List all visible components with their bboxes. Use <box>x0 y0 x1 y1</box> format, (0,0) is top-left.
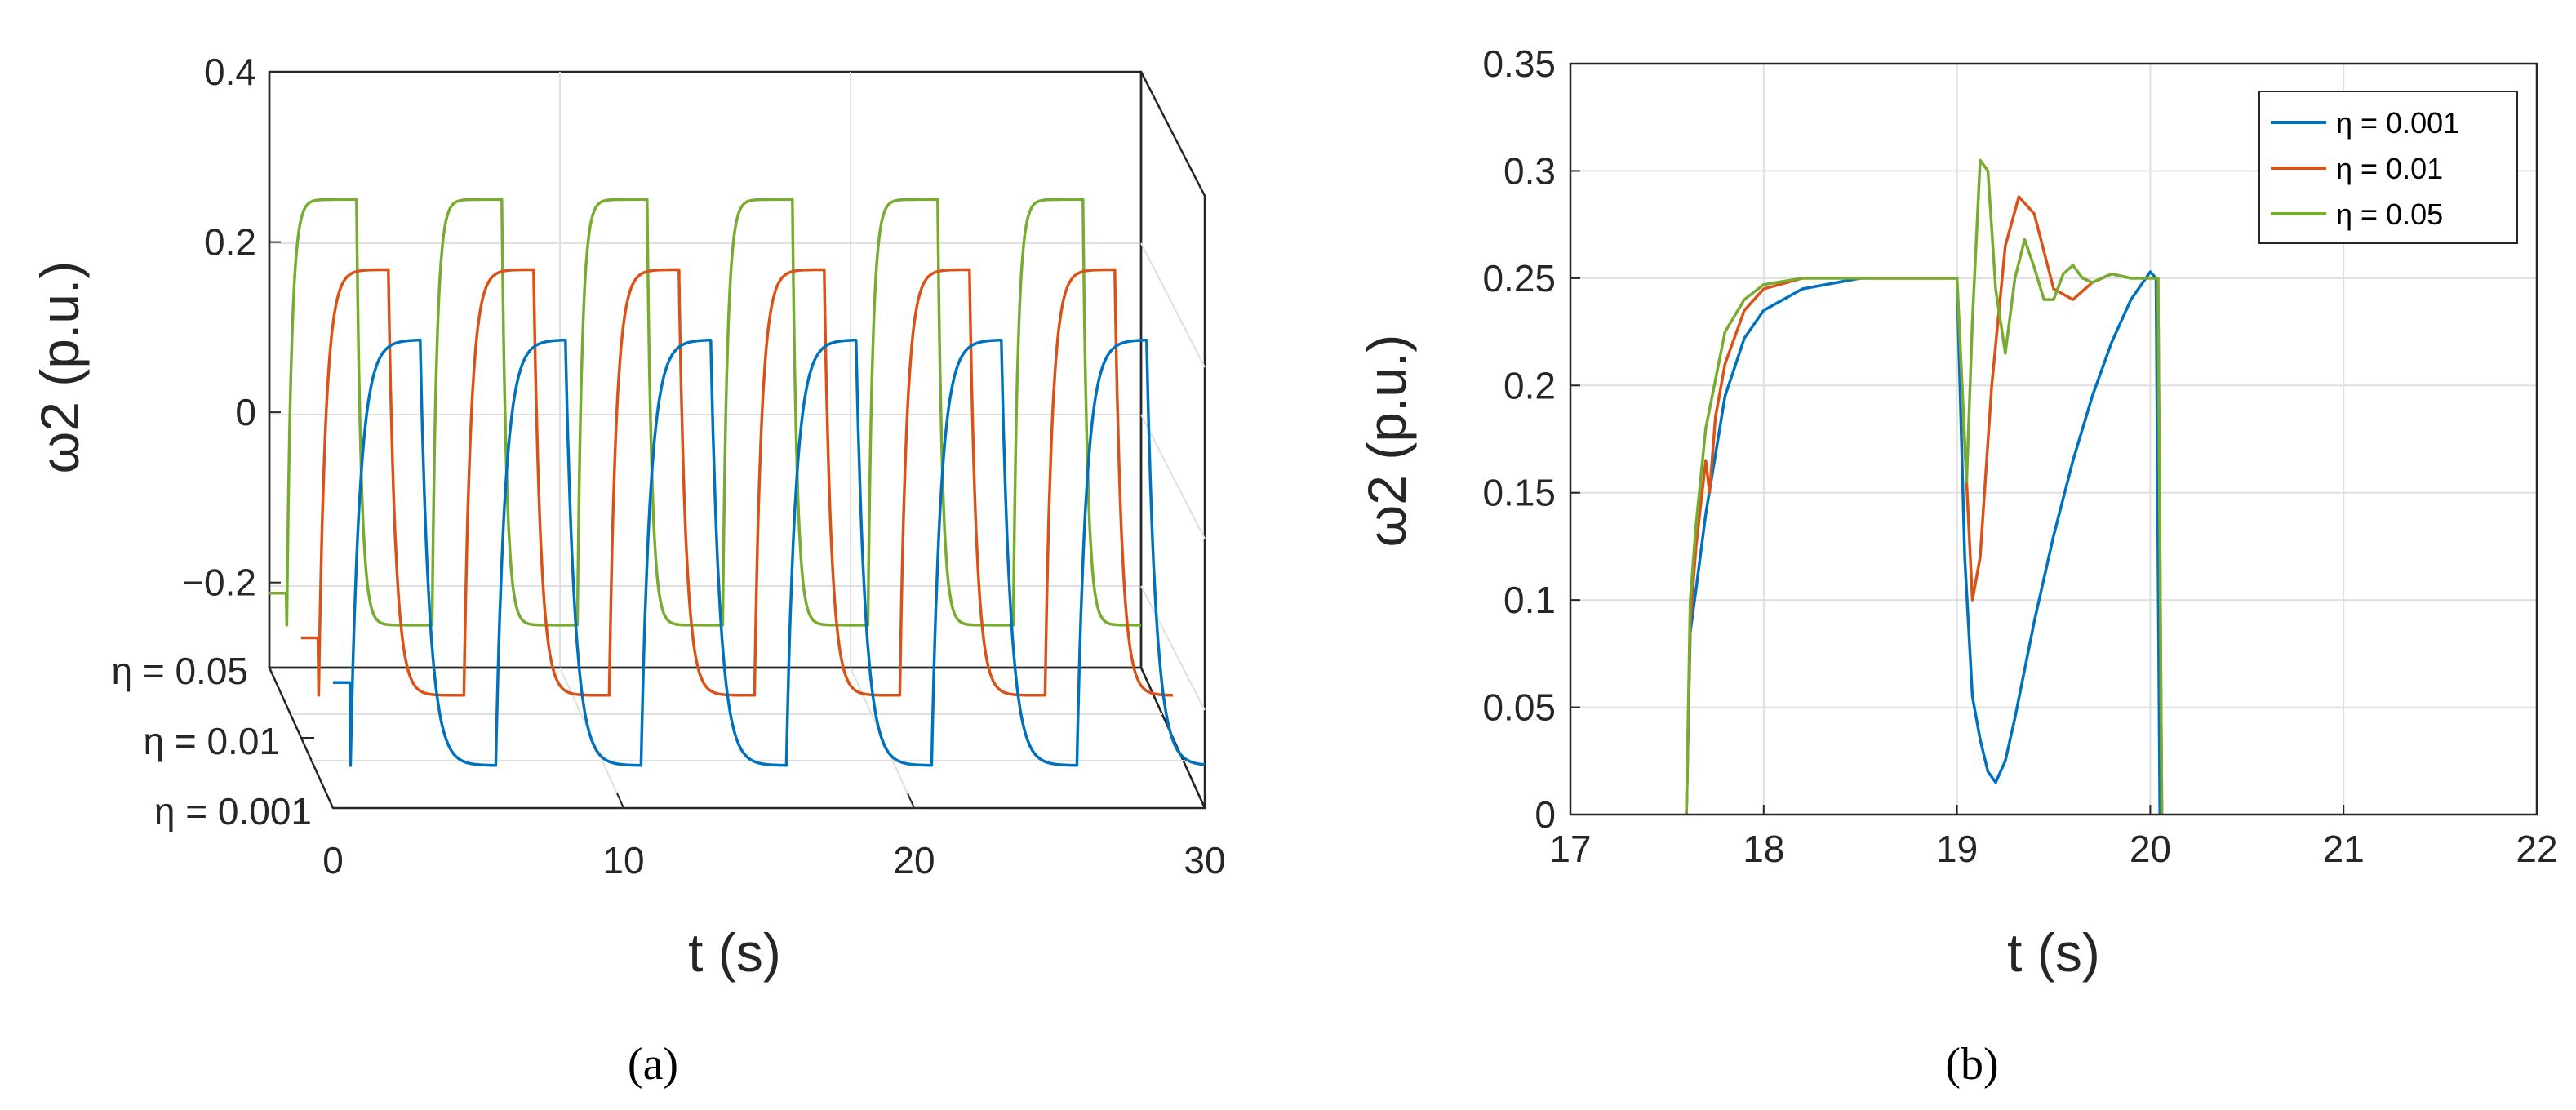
panel-b-y-tick-label: 0.2 <box>1503 364 1556 406</box>
panel-a-x-tick-mark <box>907 793 915 809</box>
panel-a-y-tick-label: η = 0.05 <box>111 650 248 692</box>
panel-a-box-frame <box>268 70 1206 810</box>
panel-b-legend-label: η = 0.05 <box>2336 198 2443 231</box>
panel-a-x-tick-mark <box>326 793 334 809</box>
panel-b-grid <box>1570 64 2537 815</box>
panel-b-series-line-3 <box>1685 158 2164 815</box>
panel-b-y-tick-label: 0.1 <box>1503 579 1556 621</box>
panel-a-x-axis-label: t (s) <box>688 922 781 983</box>
panel-b-y-tick-label: 0.25 <box>1482 257 1556 300</box>
panel-b-y-tick-label: 0.05 <box>1482 686 1556 729</box>
panel-a-x-tick-mark <box>1197 793 1206 809</box>
panel-a-ticks: −0.2 0 0.2 0.4 0 10 20 30 η = 0.05 η = 0.01 η = 0.… <box>111 51 1225 881</box>
panel-a-series-line-2 <box>300 268 1175 697</box>
panel-a-y-tick-label: η = 0.01 <box>143 720 280 762</box>
panel-a-series-group <box>268 198 1206 767</box>
panel-b-y-tick-label: 0.35 <box>1482 42 1556 85</box>
panel-b-x-axis-label: t (s) <box>2007 922 2100 983</box>
panel-b-x-tick-label: 21 <box>2323 828 2365 870</box>
panel-b-x-tick-label: 22 <box>2516 828 2557 870</box>
panel-b-legend: η = 0.001 η = 0.01 η = 0.05 <box>2258 91 2518 244</box>
panel-a-3d-chart: −0.2 0 0.2 0.4 0 10 20 30 η = 0.05 η = 0.01 η = 0.… <box>29 51 1226 1090</box>
panel-b-y-tick-label: 0.15 <box>1482 472 1556 514</box>
panel-b-y-tick-label: 0 <box>1534 793 1556 836</box>
panel-b-legend-label: η = 0.001 <box>2336 106 2459 140</box>
panel-a-y-tick-label: η = 0.001 <box>154 790 312 832</box>
panel-a-grid-line <box>1140 585 1206 711</box>
panel-b-y-tick-label: 0.3 <box>1503 149 1556 192</box>
panel-a-grid-line <box>1140 414 1206 539</box>
panel-b-ticks: 17 18 19 20 21 22 0 0.05 0.1 0.15 0.2 0.25 0.3 0.35 <box>1482 42 2557 870</box>
panel-b-x-tick-label: 17 <box>1549 828 1591 870</box>
panel-a-x-tick-label: 30 <box>1184 839 1225 881</box>
panel-b-series-group <box>1685 158 2164 815</box>
panel-b-caption: (b) <box>1945 1039 1998 1090</box>
panel-b-line-chart: 17 18 19 20 21 22 0 0.05 0.1 0.15 0.2 0.25 0.3 0.35 η… <box>1357 42 2558 1090</box>
panel-b-y-axis-label: ω2 (p.u.) <box>1357 335 1417 548</box>
panel-a-series-line-1 <box>331 338 1206 767</box>
panel-a-caption: (a) <box>628 1039 678 1090</box>
panel-b-x-tick-label: 20 <box>2130 828 2171 870</box>
panel-b-x-tick-label: 19 <box>1936 828 1978 870</box>
panel-b-x-tick-label: 18 <box>1743 828 1784 870</box>
panel-b-axes-box <box>1569 62 2538 816</box>
panel-a-x-tick-label: 0 <box>322 839 344 881</box>
panel-a-series-line-3 <box>268 198 1143 627</box>
panel-a-side-wall <box>1139 71 1206 809</box>
panel-b-legend-label: η = 0.01 <box>2336 152 2443 185</box>
panel-a-z-tick-label: 0.4 <box>204 51 256 93</box>
panel-a-grid-line <box>1140 242 1206 368</box>
panel-a-x-tick-label: 20 <box>893 839 935 881</box>
panel-a-z-axis-label: ω2 (p.u.) <box>29 261 90 474</box>
panel-a-z-tick-label: −0.2 <box>182 562 256 604</box>
panel-a-z-tick-label: 0.2 <box>204 221 256 264</box>
panel-a-x-tick-label: 10 <box>602 839 644 881</box>
panel-b-series-line-1 <box>1685 270 2161 815</box>
panel-a-z-tick-label: 0 <box>235 391 256 433</box>
panel-a-x-tick-mark <box>616 793 624 809</box>
